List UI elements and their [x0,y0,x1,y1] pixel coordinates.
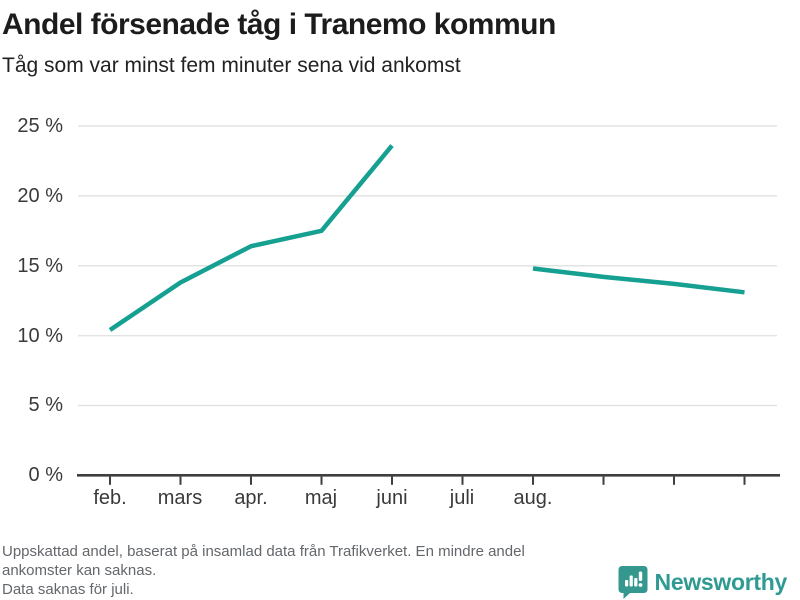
y-axis-tick-label: 15 % [17,255,63,277]
newsworthy-logo: Newsworthy [618,565,787,599]
y-axis-tick-label: 5 % [28,394,63,416]
newsworthy-logo-icon [618,566,648,599]
x-axis-tick-label: maj [304,487,338,509]
x-axis-tick-label: juni [376,487,408,509]
y-axis-tick-label: 10 % [17,325,63,347]
x-axis-tick-label: feb. [93,487,127,509]
data-line [108,144,745,332]
newsworthy-logo-text: Newsworthy [654,568,788,595]
y-axis-tick-label: 25 % [17,115,63,137]
y-axis-tick-label: 0 % [28,464,63,486]
chart-canvas [77,125,780,485]
x-axis-tick-label: apr. [234,487,268,509]
x-axis-tick-label: aug. [513,487,553,509]
footnote-line: ankomster kan saknas. [2,562,157,579]
footnote: Uppskattad andel, baserat på insamlad da… [2,542,525,599]
footnote-line: Data saknas för juli. [2,581,134,598]
chart-subtitle: Tåg som var minst fem minuter sena vid a… [2,54,461,77]
y-axis-tick-label: 20 % [17,185,63,207]
x-axis-tick-label: juli [449,487,475,509]
x-axis-tick-label: mars [157,487,203,509]
page-title: Andel försenade tåg i Tranemo kommun [2,8,556,41]
footnote-line: Uppskattad andel, baserat på insamlad da… [2,543,525,560]
